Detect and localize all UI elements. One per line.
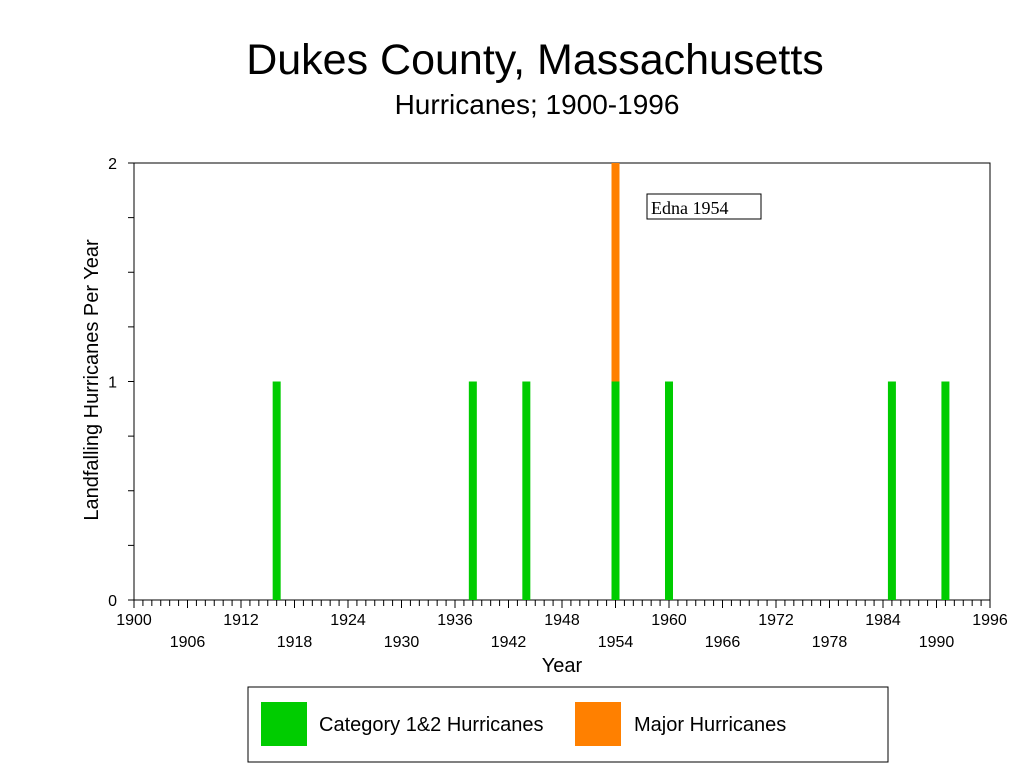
annotation-text: Edna 1954	[651, 198, 728, 218]
bar-cat12-1954	[611, 381, 620, 600]
bar-cat12-1985	[887, 381, 896, 600]
bar-cat12-1916	[272, 381, 281, 600]
legend-label-major: Major Hurricanes	[634, 714, 786, 736]
annotation-box	[646, 193, 762, 220]
legend: Category 1&2 Hurricanes Major Hurricanes	[247, 686, 889, 763]
y-tick-label-2: 2	[108, 156, 117, 173]
legend-label-cat12: Category 1&2 Hurricanes	[319, 714, 544, 736]
bar-cat12-1991	[941, 381, 950, 600]
annotation-edna: Edna 1954	[646, 193, 762, 220]
bar-cat12-1944	[522, 381, 531, 600]
x-tick-labels: 1900 1912 1924 1936 1948 1960 1972 1984 1996 1906…	[116, 612, 1008, 651]
plot-frame	[133, 162, 991, 601]
plot-area: 1900 1912 1924 1936 1948 1960 1972 1984 1996 1906…	[108, 156, 1008, 651]
x-tick-label-1942: 1942	[491, 634, 527, 651]
y-tick-label-1: 1	[108, 375, 117, 392]
x-tick-label-1990: 1990	[919, 634, 955, 651]
x-tick-label-1996: 1996	[972, 612, 1008, 629]
x-tick-label-1918: 1918	[277, 634, 313, 651]
x-tick-label-1954: 1954	[598, 634, 634, 651]
x-tick-label-1984: 1984	[865, 612, 901, 629]
x-tick-label-1972: 1972	[758, 612, 794, 629]
legend-swatch-major	[575, 702, 621, 746]
x-tick-label-1900: 1900	[116, 612, 152, 629]
x-tick-label-1930: 1930	[384, 634, 420, 651]
bars-layer	[272, 163, 950, 600]
x-tick-label-1966: 1966	[705, 634, 741, 651]
y-axis-title: Landfalling Hurricanes Per Year	[81, 239, 103, 521]
y-ticks: 0 1 2	[108, 156, 134, 610]
y-tick-label-0: 0	[108, 593, 117, 610]
chart-title: Dukes County, Massachusetts	[246, 36, 824, 84]
x-tick-label-1912: 1912	[223, 612, 259, 629]
x-axis-title: Year	[542, 655, 583, 677]
bar-cat12-1938	[468, 381, 477, 600]
x-tick-label-1948: 1948	[544, 612, 580, 629]
x-tick-label-1924: 1924	[330, 612, 366, 629]
x-tick-label-1936: 1936	[437, 612, 473, 629]
legend-frame	[247, 686, 889, 763]
x-minor-ticks	[133, 600, 991, 608]
x-tick-label-1960: 1960	[651, 612, 687, 629]
bar-major-1954	[611, 163, 620, 382]
x-tick-label-1906: 1906	[170, 634, 206, 651]
x-tick-label-1978: 1978	[812, 634, 848, 651]
legend-swatch-cat12	[261, 702, 307, 746]
bar-cat12-1960	[665, 381, 673, 600]
chart-subtitle: Hurricanes; 1900-1996	[395, 89, 680, 120]
